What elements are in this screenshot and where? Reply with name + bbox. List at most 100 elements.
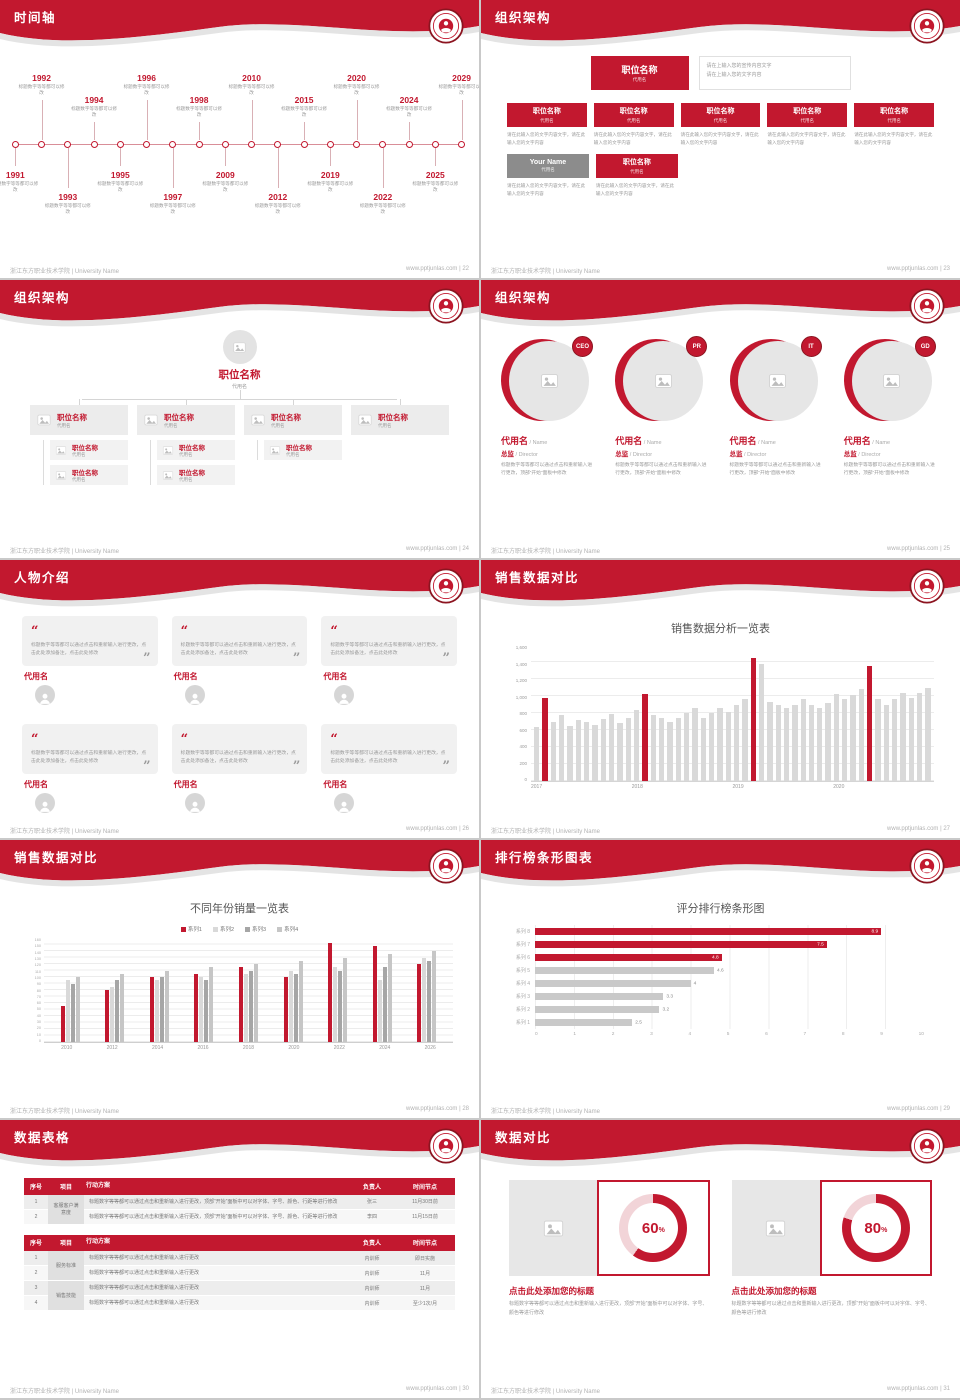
y-axis: 1,600 1,400 1,200 1,000 800 600 400 200 0 [507,645,531,793]
y-axis: 160 150 140 130 120 110 100 90 80 70 60 50 40 30 20 10 0 [26,938,44,1054]
y-tick-label: 50 [36,1007,41,1012]
org-branch: 职位名称 代用名 职位名称 代用名 职位名称 代用名 [137,399,235,485]
bar [283,977,288,1042]
footer-site-url: www.pptjunlas.com [887,1386,939,1392]
bar-row: 系列 3 3.3 [507,990,924,1003]
x-tick-label: 2018 [631,784,643,790]
legend-item: 系列1 [180,925,202,933]
timeline-desc: 标题数字等等都可以修改 [333,83,380,95]
timeline-desc: 标题数字等等都可以修改 [307,181,354,193]
role-card: CEO 代用名 / Name 总监 / Director 标题数字等等都可以通过点击和… [501,336,601,542]
bar-track: 4.6 [535,964,924,977]
x-tick-label: 2014 [152,1045,164,1051]
person-name: 代用名 [24,672,48,682]
org-position-box: Your Name 代用名 [507,154,589,179]
image-placeholder [509,1180,598,1276]
compare-row: 60% 点击此处添加您的标题 标题数字等等都可以通过点击和重新输入进行更改，顶部“开… [509,1180,932,1382]
timeline-item: 1994 标题数字等等都可以修改 [71,50,117,262]
y-tick-label: 系列 4 [515,981,530,987]
footer-separator: | [457,546,463,552]
page-number: 28 [462,1106,469,1112]
x-tick-label: 3 [650,1032,653,1037]
role-title-en: / Director [628,452,653,458]
role-title: 总监 / Director [501,448,601,458]
y-tick-label: 系列 3 [515,994,530,1000]
timeline-dot-icon [274,141,282,148]
y-tick-label: 70 [36,994,41,999]
position-alias: 代用名 [541,167,555,173]
timeline-label: 2024 标题数字等等都可以修改 [386,95,432,118]
timeline-connector [251,100,253,140]
data-table: 序号 项目 行动方案 负责人 时间节点 1 服务标准 标题数字等等都可以通过点击和重新输入进行… [24,1234,455,1312]
footer-school-name: 浙江东方职业技术学院 | University Name [491,1389,600,1395]
slide-header: 组织架构 [481,0,960,54]
x-tick-label: 2018 [242,1045,255,1051]
timeline-item: 2024 标题数字等等都可以修改 [386,50,432,262]
bar [842,699,848,781]
position-alias: 代用名 [271,422,285,428]
footer-separator: | [938,1386,944,1392]
timeline-label: 2010 标题数字等等都可以修改 [229,73,275,96]
university-logo-icon [428,1128,464,1164]
position-title: 职位名称 [286,445,312,452]
bar [917,692,923,781]
person-icon [188,799,202,813]
bar [298,960,303,1042]
cell-no: 4 [24,1295,48,1312]
role-name-en: / Name [528,440,548,446]
quote-text: 标题数字等等都可以通过点击和重新输入进行更改，点击此处添加备注，点击此处修改 [330,751,446,765]
bar [567,725,573,781]
bar [583,722,590,781]
timeline-label: 2022 标题数字等等都可以修改 [360,192,406,215]
role-name-cn: 代用名 [843,436,871,446]
person-card: “ 标题数字等等都可以通过点击和重新输入进行更改，点击此处添加备注，点击此处修改”… [22,616,158,718]
quote-open-icon: “ [180,624,189,639]
person-avatar [35,793,55,814]
column-header: 负责人 [349,1178,395,1195]
y-tick-label: 100 [34,975,41,980]
bar [328,943,333,1042]
timeline-year: 1995 [110,170,130,180]
header-row: 序号 项目 行动方案 负责人 时间节点 [24,1234,455,1252]
position-text: 职位名称 代用名 [271,412,301,429]
slide-org-structure-1: 组织架构 职位名称 代用名 请在上输入您的宣传内容文字 请在上输入您的文字内容 职位名… [481,0,960,278]
university-logo-icon [909,288,945,324]
position-title: 职位名称 [619,108,648,116]
slide-title: 销售数据对比 [495,571,580,585]
bar-row: 系列 4 4 [507,977,924,990]
timeline-desc: 标题数字等等都可以修改 [123,83,170,95]
timeline-desc: 标题数字等等都可以修改 [97,181,144,193]
org-position-box: 职位名称 代用名 [854,103,934,127]
university-logo-icon [909,848,945,884]
image-placeholder-icon [880,372,903,390]
slide-timeline: 时间轴 1991标题数字等等都可以修改1992标题数字等等都可以修改1993标题… [0,0,479,278]
timeline-label: 1991标题数字等等都可以修改 [0,170,38,193]
position-text: 职位名称 代用名 [179,467,205,483]
x-tick-label: 2016 [197,1045,209,1051]
footer-site: www.pptjunlas.com | 23 [887,266,950,275]
bar [617,723,623,781]
y-tick-label: 200 [519,760,527,766]
table-head: 序号 项目 行动方案 负责人 时间节点 [24,1234,455,1252]
position-text: 职位名称 代用名 [57,412,87,429]
quote-text: 标题数字等等都可以通过点击和重新输入进行更改，点击此处添加备注，点击此处修改 [31,643,147,657]
header-wave [0,280,479,327]
timeline-item: 2025 标题数字等等都可以修改 [412,50,458,262]
position-title: 职位名称 [179,445,205,452]
page-number: 25 [943,546,950,552]
role-avatar: IT [729,336,822,426]
quote-box: “ 标题数字等等都可以通过点击和重新输入进行更改，点击此处添加备注，点击此处修改” [22,616,158,667]
person-avatar [334,793,355,814]
slide-footer: 浙江东方职业技术学院 | University Name www.pptjunla… [10,1106,469,1115]
role-name-cn: 代用名 [501,436,529,446]
bar: 2.5 [535,1019,642,1026]
bar [550,721,556,781]
timeline-connector [146,100,148,140]
value-label: 3.2 [662,1007,670,1012]
header-wave [0,560,479,607]
slide-header: 销售数据对比 [0,840,479,894]
person-icon [188,691,202,705]
bar-row: 系列 8 8.9 [507,925,924,938]
org-column-text: 请在此输入您的文字内容文字，请在此输入您的文字内容 [507,132,586,145]
timeline-axis [14,144,465,145]
